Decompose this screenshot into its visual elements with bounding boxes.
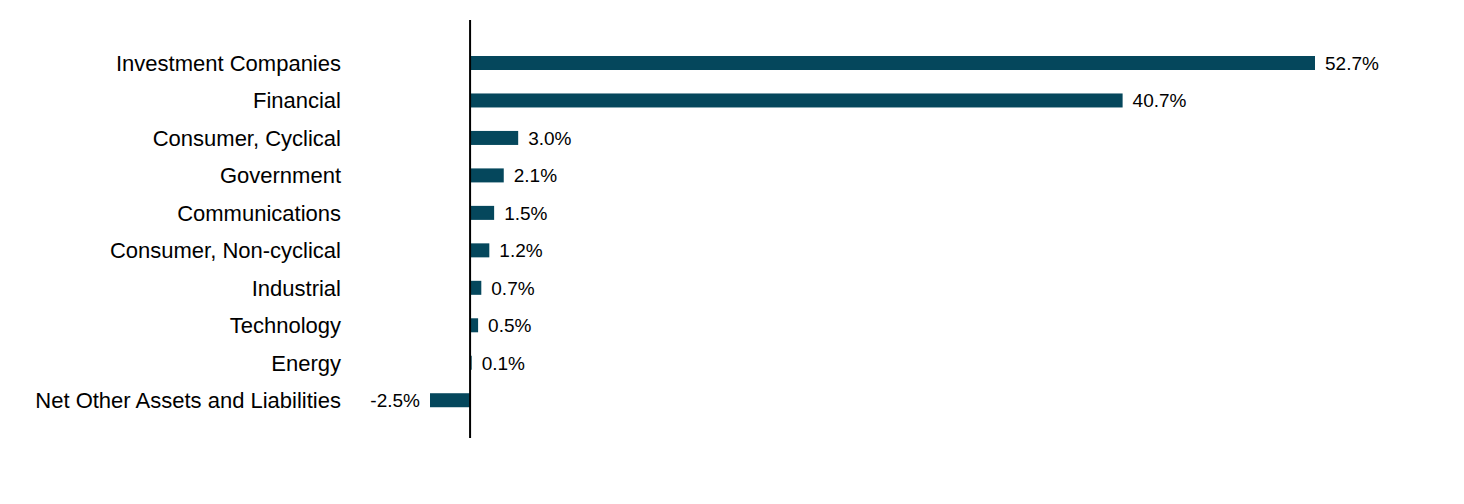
data-label: 52.7% xyxy=(1325,53,1379,74)
category-label: Financial xyxy=(253,88,341,113)
data-label: 1.5% xyxy=(504,203,547,224)
category-label: Communications xyxy=(177,201,341,226)
axis-line xyxy=(469,20,471,438)
bar xyxy=(470,168,504,182)
data-label: 0.5% xyxy=(488,315,531,336)
data-label: 40.7% xyxy=(1133,90,1187,111)
category-label: Consumer, Cyclical xyxy=(153,126,341,151)
category-label: Net Other Assets and Liabilities xyxy=(35,388,341,413)
category-label: Consumer, Non-cyclical xyxy=(110,238,341,263)
data-label: -2.5% xyxy=(370,390,420,411)
bar xyxy=(470,131,518,145)
bar xyxy=(470,281,481,295)
bar xyxy=(470,93,1123,107)
category-label: Investment Companies xyxy=(116,51,341,76)
bars xyxy=(430,56,1315,407)
bar xyxy=(470,243,489,257)
bar xyxy=(430,393,470,407)
category-label: Government xyxy=(220,163,341,188)
bar xyxy=(470,318,478,332)
category-label: Technology xyxy=(230,313,341,338)
bar xyxy=(470,206,494,220)
category-label: Industrial xyxy=(252,276,341,301)
data-label: 0.1% xyxy=(482,353,525,374)
data-label: 2.1% xyxy=(514,165,557,186)
data-label: 3.0% xyxy=(528,128,571,149)
data-label: 0.7% xyxy=(491,278,534,299)
category-label: Energy xyxy=(271,351,341,376)
bar xyxy=(470,56,1315,70)
chart: Investment Companies 52.7% Financial 40.7% C… xyxy=(0,0,1464,504)
data-label: 1.2% xyxy=(499,240,542,261)
